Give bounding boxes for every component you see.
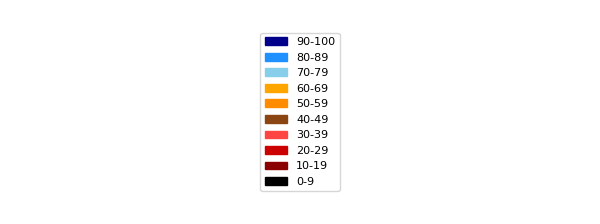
Legend: 90-100, 80-89, 70-79, 60-69, 50-59, 40-49, 30-39, 20-29, 10-19, 0-9: 90-100, 80-89, 70-79, 60-69, 50-59, 40-4… (260, 32, 340, 192)
